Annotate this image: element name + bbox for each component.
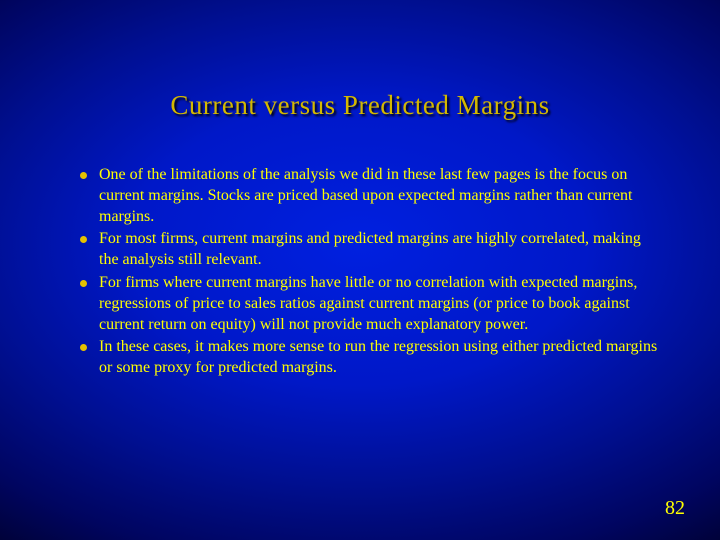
bullet-dot-icon xyxy=(80,280,87,287)
bullet-text: In these cases, it makes more sense to r… xyxy=(99,337,660,379)
bullet-text: For firms where current margins have lit… xyxy=(99,273,660,335)
bullet-item: For firms where current margins have lit… xyxy=(80,273,660,335)
bullet-text: One of the limitations of the analysis w… xyxy=(99,165,660,227)
bullet-dot-icon xyxy=(80,344,87,351)
slide-content: One of the limitations of the analysis w… xyxy=(80,165,660,381)
bullet-dot-icon xyxy=(80,172,87,179)
slide: Current versus Predicted Margins One of … xyxy=(0,0,720,540)
bullet-text: For most firms, current margins and pred… xyxy=(99,229,660,271)
bullet-item: In these cases, it makes more sense to r… xyxy=(80,337,660,379)
bullet-item: For most firms, current margins and pred… xyxy=(80,229,660,271)
slide-title: Current versus Predicted Margins xyxy=(0,90,720,121)
bullet-dot-icon xyxy=(80,236,87,243)
bullet-item: One of the limitations of the analysis w… xyxy=(80,165,660,227)
page-number: 82 xyxy=(665,497,685,520)
